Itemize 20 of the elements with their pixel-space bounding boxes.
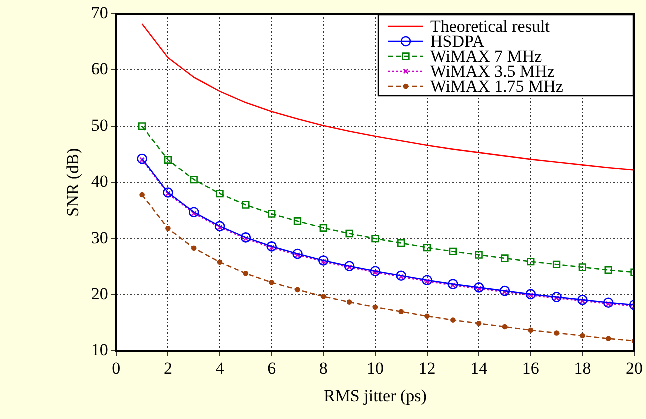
- y-tick-label: 50: [91, 116, 108, 135]
- x-tick-label: 14: [470, 358, 488, 378]
- x-tick-label: 18: [574, 358, 592, 378]
- y-axis-title: SNR (dB): [64, 148, 83, 217]
- x-tick-label: 20: [626, 358, 643, 378]
- x-tick-label: 2: [164, 358, 172, 378]
- x-tick-label: 4: [216, 358, 225, 378]
- x-tick-label: 8: [319, 358, 328, 378]
- x-tick-label: 12: [418, 358, 436, 378]
- x-tick-label: 16: [522, 358, 540, 378]
- y-tick-label: 70: [91, 3, 108, 22]
- x-tick-label: 0: [112, 358, 121, 378]
- y-tick-label: 20: [91, 284, 108, 304]
- y-tick-label: 40: [91, 172, 108, 192]
- y-tick-label: 30: [91, 228, 108, 248]
- x-axis-title: RMS jitter (ps): [324, 386, 427, 406]
- y-tick-label: 10: [91, 340, 108, 360]
- x-tick-label: 6: [268, 358, 276, 378]
- x-tick-label: 10: [366, 358, 384, 378]
- y-tick-label: 60: [91, 60, 108, 79]
